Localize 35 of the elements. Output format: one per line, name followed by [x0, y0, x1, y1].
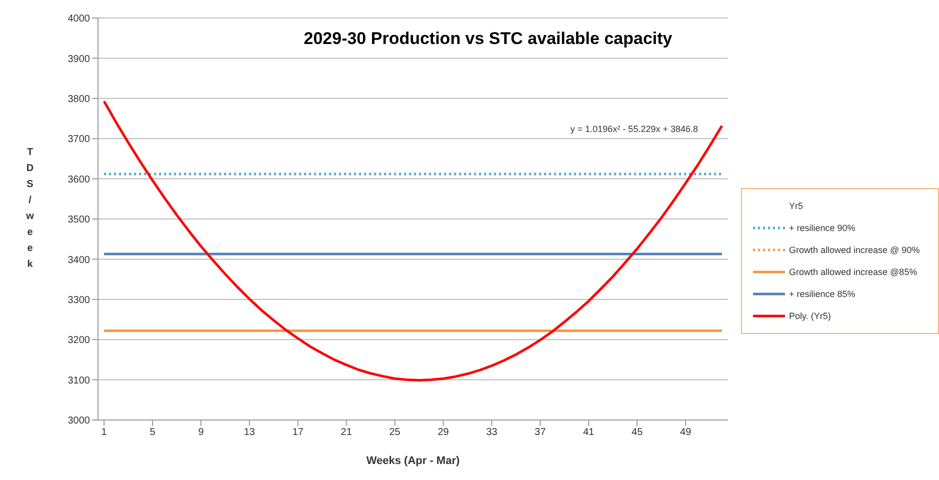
x-tick-label: 41	[583, 427, 595, 438]
x-tick-label: 29	[438, 427, 450, 438]
x-tick-label: 25	[389, 427, 401, 438]
x-axis-title: Weeks (Apr - Mar)	[366, 455, 460, 467]
y-tick-label: 3700	[68, 134, 90, 146]
x-tick-label: 5	[150, 427, 156, 438]
y-tick-label: 3300	[68, 294, 90, 306]
y-tick-label: 4000	[68, 14, 90, 25]
x-tick-label: 9	[198, 427, 204, 438]
annotation: y = 1.0196x² - 55.229x + 3846.8	[570, 124, 698, 134]
text: Yr5	[789, 201, 804, 211]
x-tick-label: 1	[101, 427, 108, 438]
y-tick-label: 3800	[68, 94, 90, 105]
x-tick-label: 45	[632, 427, 644, 438]
y-tick-label: 3500	[68, 214, 90, 226]
x-tick-label: 21	[340, 427, 352, 438]
y-tick-label: 3200	[68, 335, 90, 346]
y-tick-label: 3100	[68, 375, 90, 386]
legend-label: Poly. (Yr5)	[789, 311, 831, 321]
legend-label: Growth allowed increase @ 90%	[789, 245, 920, 255]
y-tick-label: 3900	[68, 54, 90, 65]
y-axis-title: TDS/week	[25, 147, 34, 270]
text: 2029-30 Production vs STC available capacity	[304, 29, 673, 48]
x-tick-label: 13	[244, 427, 256, 438]
y-tick-label: 3400	[68, 254, 90, 266]
y-tick-label: 3600	[68, 174, 90, 186]
line-series	[102, 100, 724, 382]
legend-label: + resilience 85%	[789, 289, 856, 299]
x-tick-label: 33	[486, 427, 498, 438]
legend-label: Growth allowed increase @85%	[789, 267, 918, 277]
x-tick-label: 49	[680, 427, 692, 438]
y-tick-label: 3000	[68, 416, 90, 427]
legend-label: + resilience 90%	[789, 223, 856, 233]
x-tick-label: 37	[534, 427, 546, 438]
x-tick-label: 17	[292, 427, 304, 438]
